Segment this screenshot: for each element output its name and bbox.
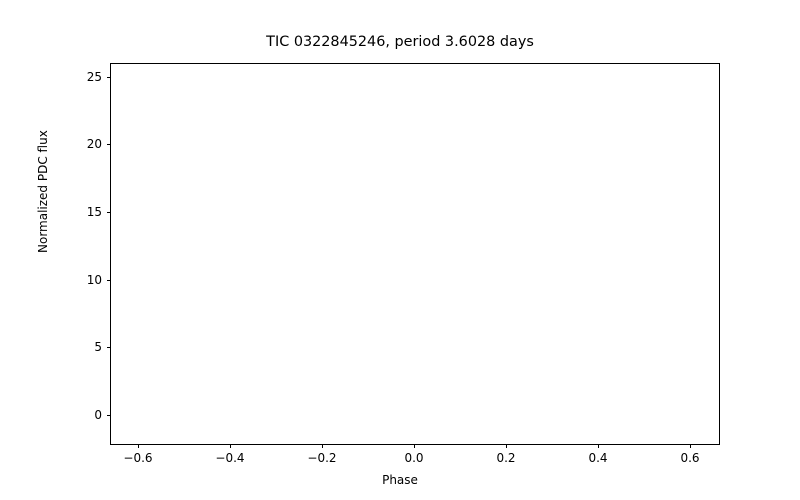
x-axis-label: Phase: [382, 473, 418, 487]
y-tick-label: 0: [94, 408, 102, 423]
y-tick-label: 20: [86, 137, 102, 152]
x-tick-label: 0.2: [496, 451, 516, 465]
scatter-data-layer: [111, 64, 719, 444]
x-tick-label: −0.4: [215, 451, 245, 465]
page-title: TIC 0322845246, period 3.6028 days: [266, 34, 534, 50]
x-tick-label: 0.6: [680, 451, 700, 465]
y-tick-label: 25: [86, 69, 102, 84]
x-tick-label: 0.0: [404, 451, 424, 465]
y-tick-label: 5: [94, 340, 102, 355]
x-tick-label: −0.6: [123, 451, 153, 465]
y-axis-label: Normalized PDC flux: [36, 130, 50, 253]
x-tick-label: 0.4: [588, 451, 608, 465]
plot-axes: [110, 63, 720, 445]
y-tick-label: 15: [86, 204, 102, 219]
y-tick-label: 10: [86, 272, 102, 287]
x-tick-label: −0.2: [307, 451, 337, 465]
